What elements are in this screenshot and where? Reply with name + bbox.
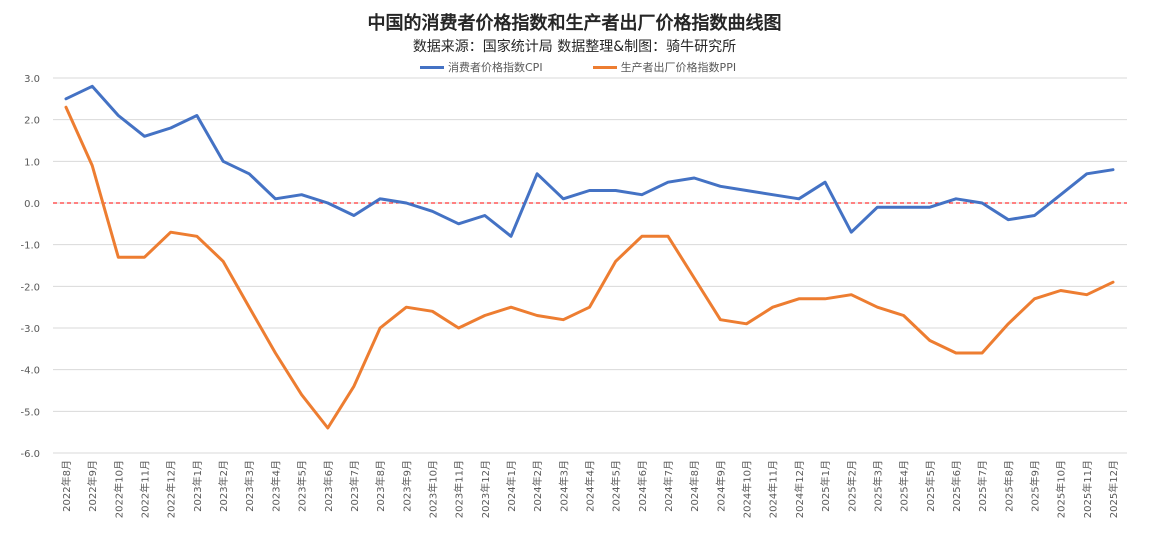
legend: 消费者价格指数CPI 生产者出厂价格指数PPI xyxy=(420,59,786,75)
x-tick-label: 2024年5月 xyxy=(610,460,623,512)
legend-label-cpi: 消费者价格指数CPI xyxy=(448,61,543,74)
x-tick-label: 2022年12月 xyxy=(165,460,178,518)
x-tick-label: 2025年5月 xyxy=(924,460,937,512)
x-tick-label: 2023年4月 xyxy=(269,460,282,512)
x-tick-label: 2024年10月 xyxy=(741,460,754,518)
x-tick-label: 2024年1月 xyxy=(505,460,518,512)
x-tick-label: 2024年11月 xyxy=(767,460,780,518)
y-tick-label: 3.0 xyxy=(24,74,40,85)
ppi-line xyxy=(64,105,1115,430)
x-tick-label: 2022年9月 xyxy=(86,460,99,512)
x-tick-label: 2023年9月 xyxy=(400,460,413,512)
x-tick-label: 2025年6月 xyxy=(950,460,963,512)
x-tick-label: 2022年11月 xyxy=(139,460,152,518)
x-tick-label: 2024年7月 xyxy=(662,460,675,512)
legend-label-ppi: 生产者出厂价格指数PPI xyxy=(620,61,737,74)
y-tick-label: -3.0 xyxy=(20,324,40,335)
x-tick-label: 2025年1月 xyxy=(819,460,832,512)
x-tick-label: 2025年7月 xyxy=(976,460,989,512)
y-tick-label: -2.0 xyxy=(20,282,40,293)
x-tick-label: 2025年11月 xyxy=(1081,460,1094,518)
y-tick-label: 2.0 xyxy=(24,116,40,127)
x-tick-label: 2023年11月 xyxy=(453,460,466,518)
legend-swatch-ppi xyxy=(592,65,617,69)
y-tick-label: 1.0 xyxy=(24,157,40,168)
x-tick-label: 2023年5月 xyxy=(296,460,309,512)
x-tick-label: 2025年2月 xyxy=(845,460,858,512)
x-tick-label: 2024年2月 xyxy=(531,460,544,512)
x-tick-label: 2025年9月 xyxy=(1028,460,1041,512)
x-tick-label: 2022年10月 xyxy=(112,460,125,518)
y-tick-label: -6.0 xyxy=(20,449,40,460)
legend-item-ppi: 生产者出厂价格指数PPI xyxy=(592,59,737,75)
x-tick-label: 2023年1月 xyxy=(191,460,204,512)
x-tick-label: 2023年6月 xyxy=(322,460,335,512)
x-tick-label: 2024年4月 xyxy=(584,460,597,512)
x-tick-label: 2025年4月 xyxy=(898,460,911,512)
x-tick-label: 2025年3月 xyxy=(871,460,884,512)
x-tick-label: 2025年8月 xyxy=(1002,460,1015,512)
x-tick-label: 2024年3月 xyxy=(557,460,570,512)
x-tick-label: 2025年12月 xyxy=(1107,460,1120,518)
x-tick-label: 2025年10月 xyxy=(1055,460,1068,518)
x-tick-label: 2023年12月 xyxy=(479,460,492,518)
x-tick-label: 2023年7月 xyxy=(348,460,361,512)
x-tick-label: 2024年6月 xyxy=(636,460,649,512)
legend-swatch-cpi xyxy=(420,65,444,69)
x-tick-label: 2023年2月 xyxy=(217,460,230,512)
chart-subtitle: 数据来源：国家统计局 数据整理&制图：骑牛研究所 xyxy=(412,39,737,55)
chart-title: 中国的消费者价格指数和生产者出厂价格指数曲线图 xyxy=(367,13,782,34)
y-tick-label: -5.0 xyxy=(20,407,40,418)
x-tick-label: 2024年8月 xyxy=(688,460,701,512)
y-tick-label: -4.0 xyxy=(20,366,40,377)
x-tick-label: 2023年8月 xyxy=(374,460,387,512)
x-tick-label: 2022年8月 xyxy=(60,460,73,512)
x-tick-label: 2023年10月 xyxy=(426,460,439,518)
legend-item-cpi: 消费者价格指数CPI xyxy=(420,59,543,75)
cpi-line xyxy=(64,84,1115,238)
x-tick-label: 2024年9月 xyxy=(714,460,727,512)
y-tick-label: 0.0 xyxy=(24,199,40,210)
x-tick-label: 2024年12月 xyxy=(793,460,806,518)
y-tick-label: -1.0 xyxy=(20,241,40,252)
x-tick-label: 2023年3月 xyxy=(243,460,256,512)
